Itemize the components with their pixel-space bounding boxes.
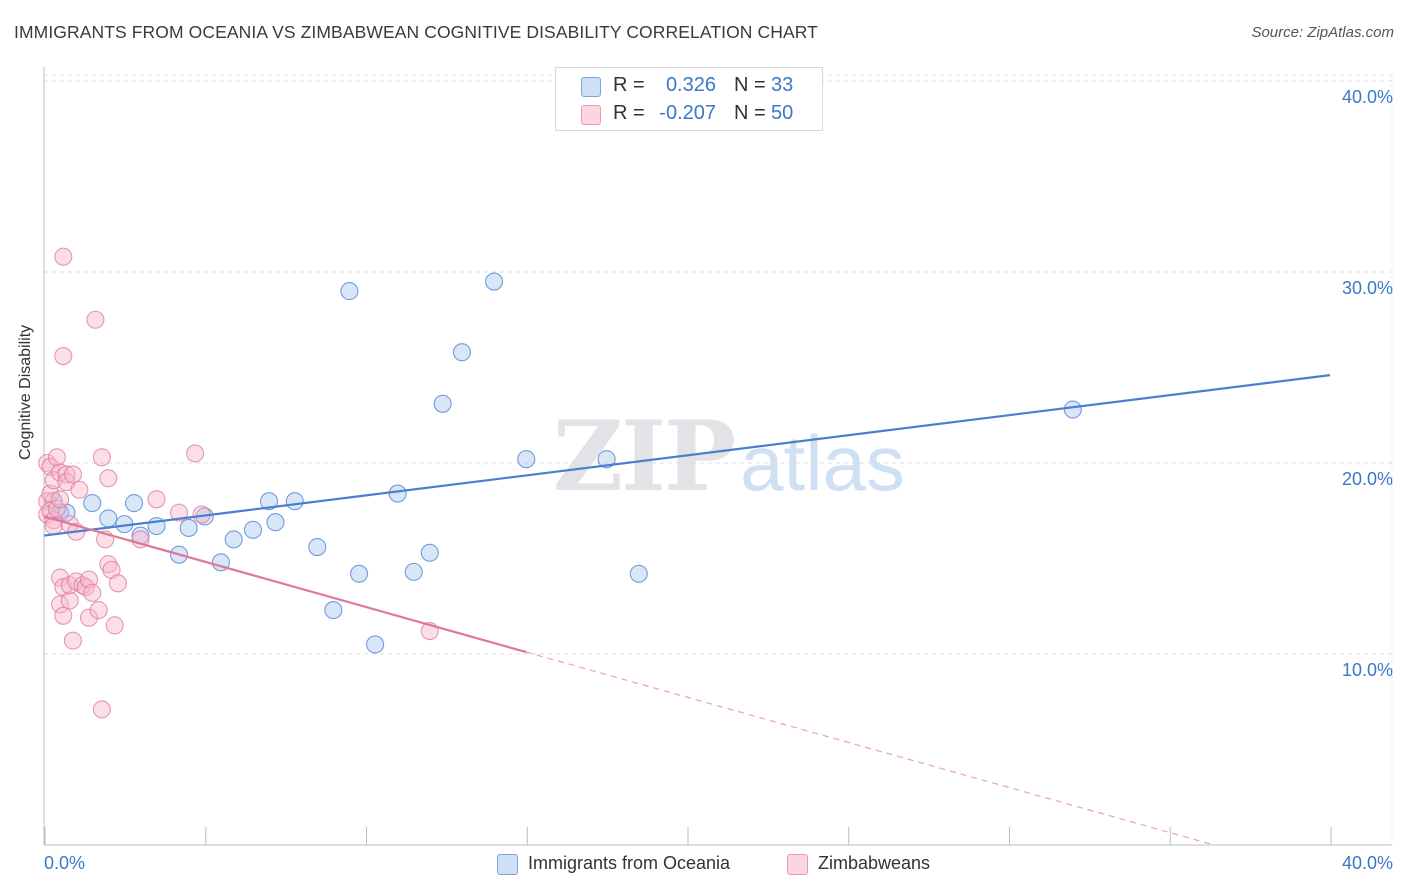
legend-label: Zimbabweans bbox=[818, 853, 931, 873]
zimbabweans-point bbox=[131, 530, 150, 549]
oceania-point bbox=[452, 343, 472, 362]
correlation-row-zimbabweans: R = -0.207 N = 50 bbox=[556, 101, 822, 129]
n-value: 50 bbox=[771, 102, 794, 124]
zimbabweans-point bbox=[54, 346, 73, 366]
oceania-point bbox=[350, 564, 369, 583]
zimbabweans-legend-swatch bbox=[787, 854, 808, 875]
oceania-point bbox=[83, 494, 102, 513]
oceania-point bbox=[259, 492, 279, 511]
oceania-point bbox=[285, 492, 304, 511]
oceania-legend-swatch bbox=[497, 854, 518, 875]
oceania-point bbox=[597, 450, 616, 469]
y-tick-label: 30.0% bbox=[1342, 278, 1393, 298]
r-label: R = bbox=[613, 102, 645, 124]
zimbabweans-point bbox=[108, 574, 127, 593]
oceania-point bbox=[243, 520, 263, 539]
zimbabweans-point bbox=[47, 448, 66, 467]
zimbabweans-point bbox=[51, 595, 70, 614]
watermark-zip: ZIP bbox=[553, 400, 736, 513]
zimbabweans-point bbox=[79, 608, 99, 627]
zimbabweans-point bbox=[105, 616, 124, 635]
zimbabweans-point bbox=[54, 247, 73, 266]
zimbabweans-point bbox=[86, 310, 105, 329]
oceania-swatch bbox=[581, 77, 601, 97]
zimbabweans-trendline bbox=[43, 515, 527, 654]
zimbabweans-swatch bbox=[581, 105, 601, 125]
zimbabweans-point bbox=[92, 700, 111, 719]
oceania-point bbox=[124, 494, 144, 513]
y-axis-label: Cognitive Disability bbox=[17, 324, 34, 460]
n-value: 33 bbox=[771, 74, 794, 96]
oceania-point bbox=[308, 537, 327, 557]
zimbabweans-point bbox=[92, 448, 111, 467]
oceania-point bbox=[404, 562, 423, 581]
chart-title: IMMIGRANTS FROM OCEANIA VS ZIMBABWEAN CO… bbox=[14, 22, 818, 42]
oceania-point bbox=[485, 272, 504, 291]
zimbabweans-point bbox=[70, 480, 89, 499]
zimbabweans-point bbox=[63, 465, 82, 484]
y-tick-label: 20.0% bbox=[1342, 469, 1393, 489]
correlation-row-oceania: R = 0.326 N = 33 bbox=[556, 73, 822, 101]
n-label: N = bbox=[734, 102, 766, 124]
oceania-trendline bbox=[43, 374, 1331, 537]
oceania-point bbox=[366, 635, 385, 654]
source-credit: Source: ZipAtlas.com bbox=[1251, 24, 1394, 41]
zimbabweans-point bbox=[60, 591, 79, 610]
oceania-point bbox=[1063, 400, 1082, 419]
y-tick-label: 40.0% bbox=[1342, 87, 1393, 107]
oceania-point bbox=[324, 601, 343, 620]
oceania-point bbox=[433, 394, 452, 413]
x-tick-label-left: 0.0% bbox=[44, 853, 85, 873]
correlation-box: R = 0.326 N = 33 R = -0.207 N = 50 bbox=[555, 67, 823, 131]
oceania-point bbox=[266, 513, 285, 532]
legend-label: Immigrants from Oceania bbox=[528, 853, 731, 873]
zimbabweans-point bbox=[51, 490, 70, 509]
x-tick-label-right: 40.0% bbox=[1342, 853, 1393, 873]
oceania-point bbox=[99, 509, 118, 528]
zimbabweans-trendline-extension bbox=[526, 651, 1215, 846]
r-value: -0.207 bbox=[659, 102, 716, 124]
zimbabweans-point bbox=[89, 601, 108, 620]
oceania-point bbox=[224, 530, 243, 549]
zimbabweans-point bbox=[57, 465, 76, 484]
oceania-point bbox=[340, 282, 359, 301]
n-label: N = bbox=[734, 74, 766, 96]
y-tick-label: 10.0% bbox=[1342, 660, 1393, 680]
zimbabweans-point bbox=[169, 503, 189, 522]
zimbabweans-point bbox=[79, 570, 99, 589]
zimbabweans-point bbox=[47, 499, 66, 518]
r-label: R = bbox=[613, 74, 645, 96]
oceania-point bbox=[629, 564, 648, 583]
oceania-point bbox=[517, 450, 536, 469]
zimbabweans-point bbox=[147, 490, 166, 509]
oceania-point bbox=[388, 484, 407, 503]
zimbabweans-point bbox=[186, 444, 205, 463]
zimbabweans-point bbox=[41, 457, 60, 476]
zimbabweans-point bbox=[83, 583, 102, 602]
zimbabweans-point bbox=[63, 631, 82, 650]
oceania-point bbox=[179, 518, 198, 537]
zimbabweans-point bbox=[99, 469, 118, 488]
zimbabweans-point bbox=[99, 555, 118, 574]
oceania-point bbox=[420, 543, 439, 562]
r-value: 0.326 bbox=[665, 74, 716, 96]
zimbabweans-point bbox=[54, 606, 73, 625]
